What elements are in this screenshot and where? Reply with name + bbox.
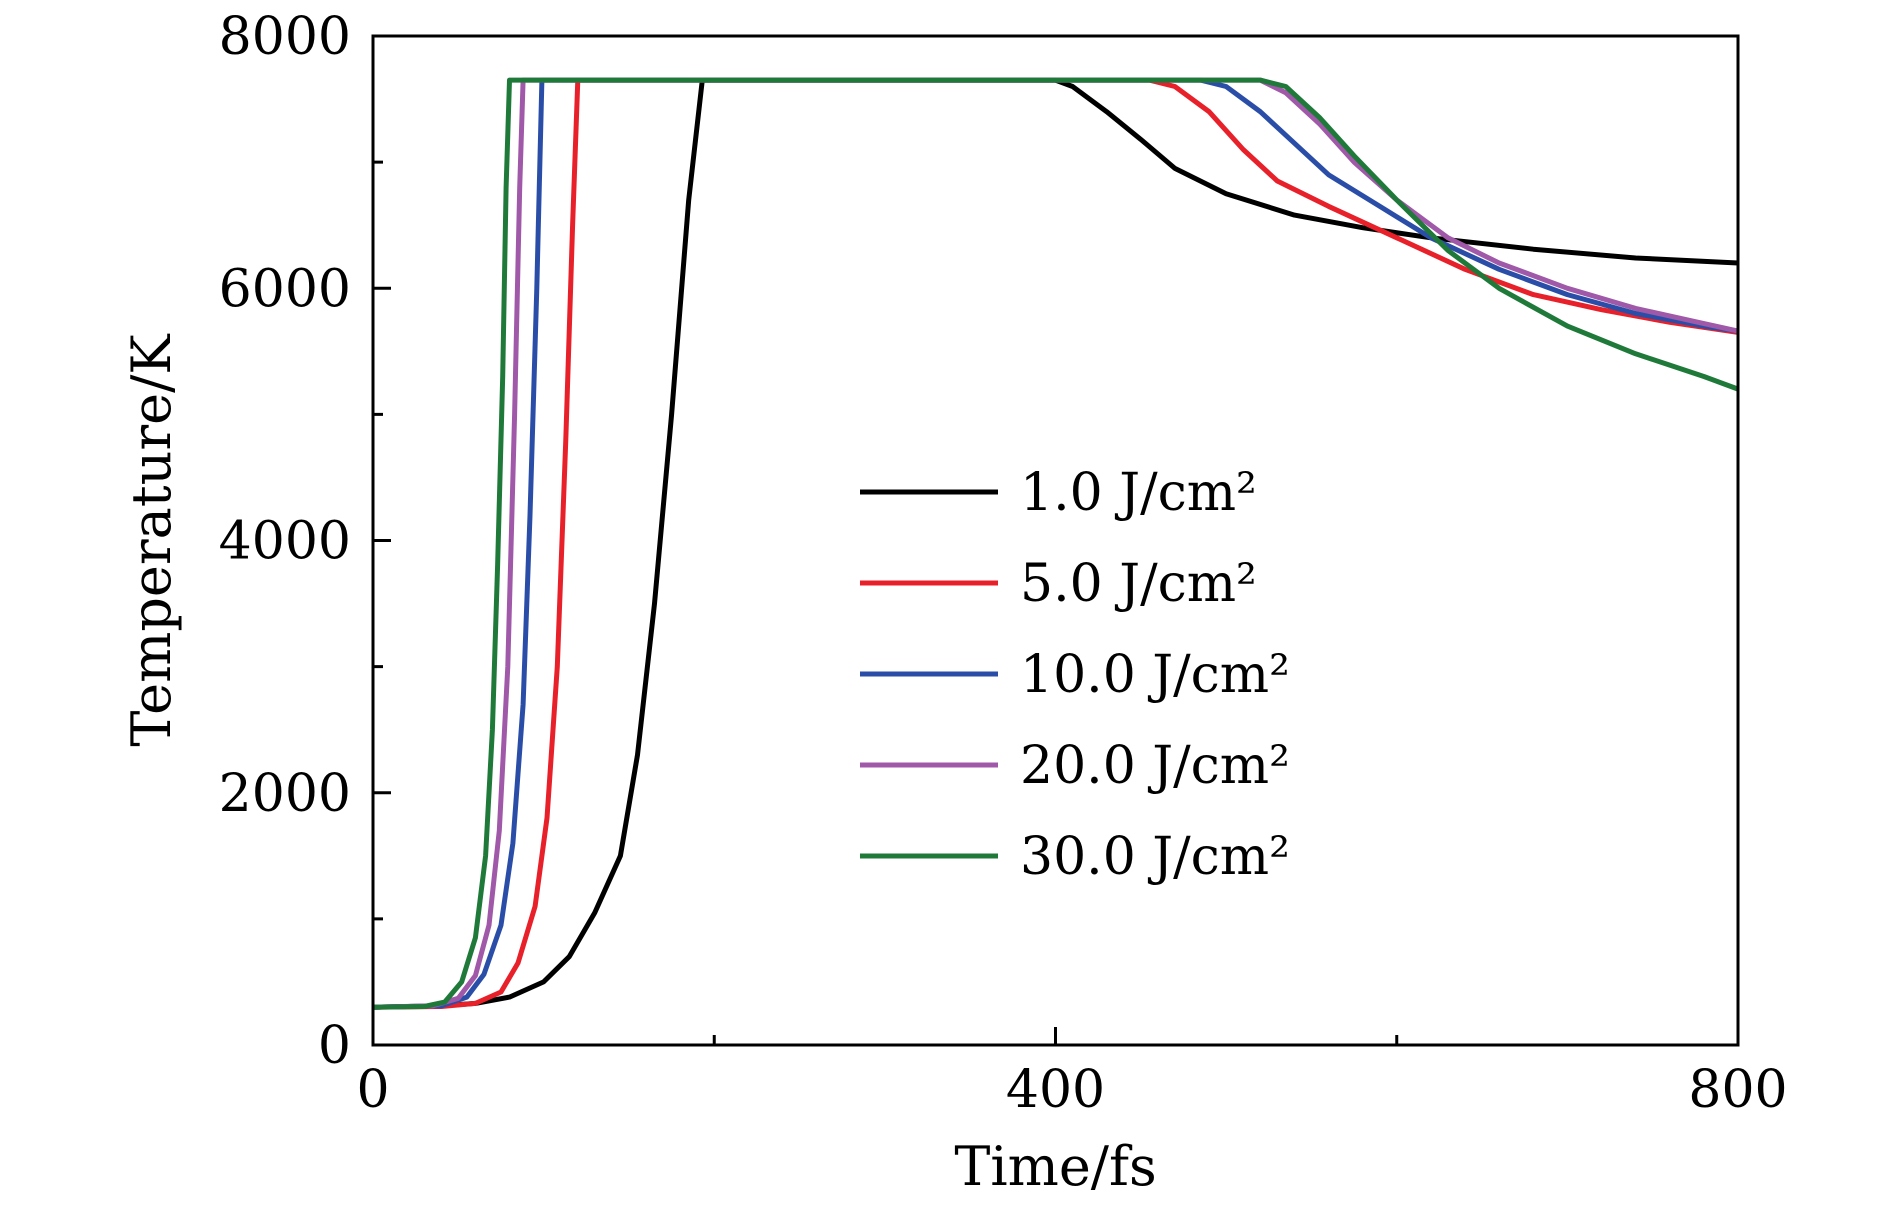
axes-layer: 0 400 80002000400060008000Time/fsTemperatu…	[120, 7, 1788, 1198]
series-line-3	[373, 77, 1738, 1010]
x-tick-label: 800	[1688, 1060, 1787, 1120]
y-tick-label: 6000	[219, 259, 351, 319]
series-line-5	[373, 77, 1738, 1010]
plot-frame	[371, 34, 1740, 1047]
legend-label-1: 1.0 J/cm²	[1020, 463, 1257, 523]
y-axis-title: Temperature/K	[120, 333, 183, 747]
legend-label-4: 20.0 J/cm²	[1020, 736, 1290, 796]
y-tick-label: 8000	[219, 7, 351, 67]
x-tick-label: 0	[356, 1060, 389, 1120]
y-tick-label: 0	[318, 1016, 351, 1076]
x-tick-label: 400	[1006, 1060, 1105, 1120]
legend-label-5: 30.0 J/cm²	[1020, 827, 1290, 887]
y-tick-label: 4000	[219, 512, 351, 572]
legend-label-2: 5.0 J/cm²	[1020, 554, 1257, 614]
y-tick-label: 2000	[219, 764, 351, 824]
legend-label-3: 10.0 J/cm²	[1020, 645, 1290, 705]
plot-layer	[373, 77, 1738, 1010]
series-group	[373, 77, 1738, 1010]
legend: 1.0 J/cm² 5.0 J/cm² 10.0 J/cm² 20.0 J/cm² 30…	[860, 463, 1290, 887]
x-axis-title: Time/fs	[954, 1135, 1156, 1198]
